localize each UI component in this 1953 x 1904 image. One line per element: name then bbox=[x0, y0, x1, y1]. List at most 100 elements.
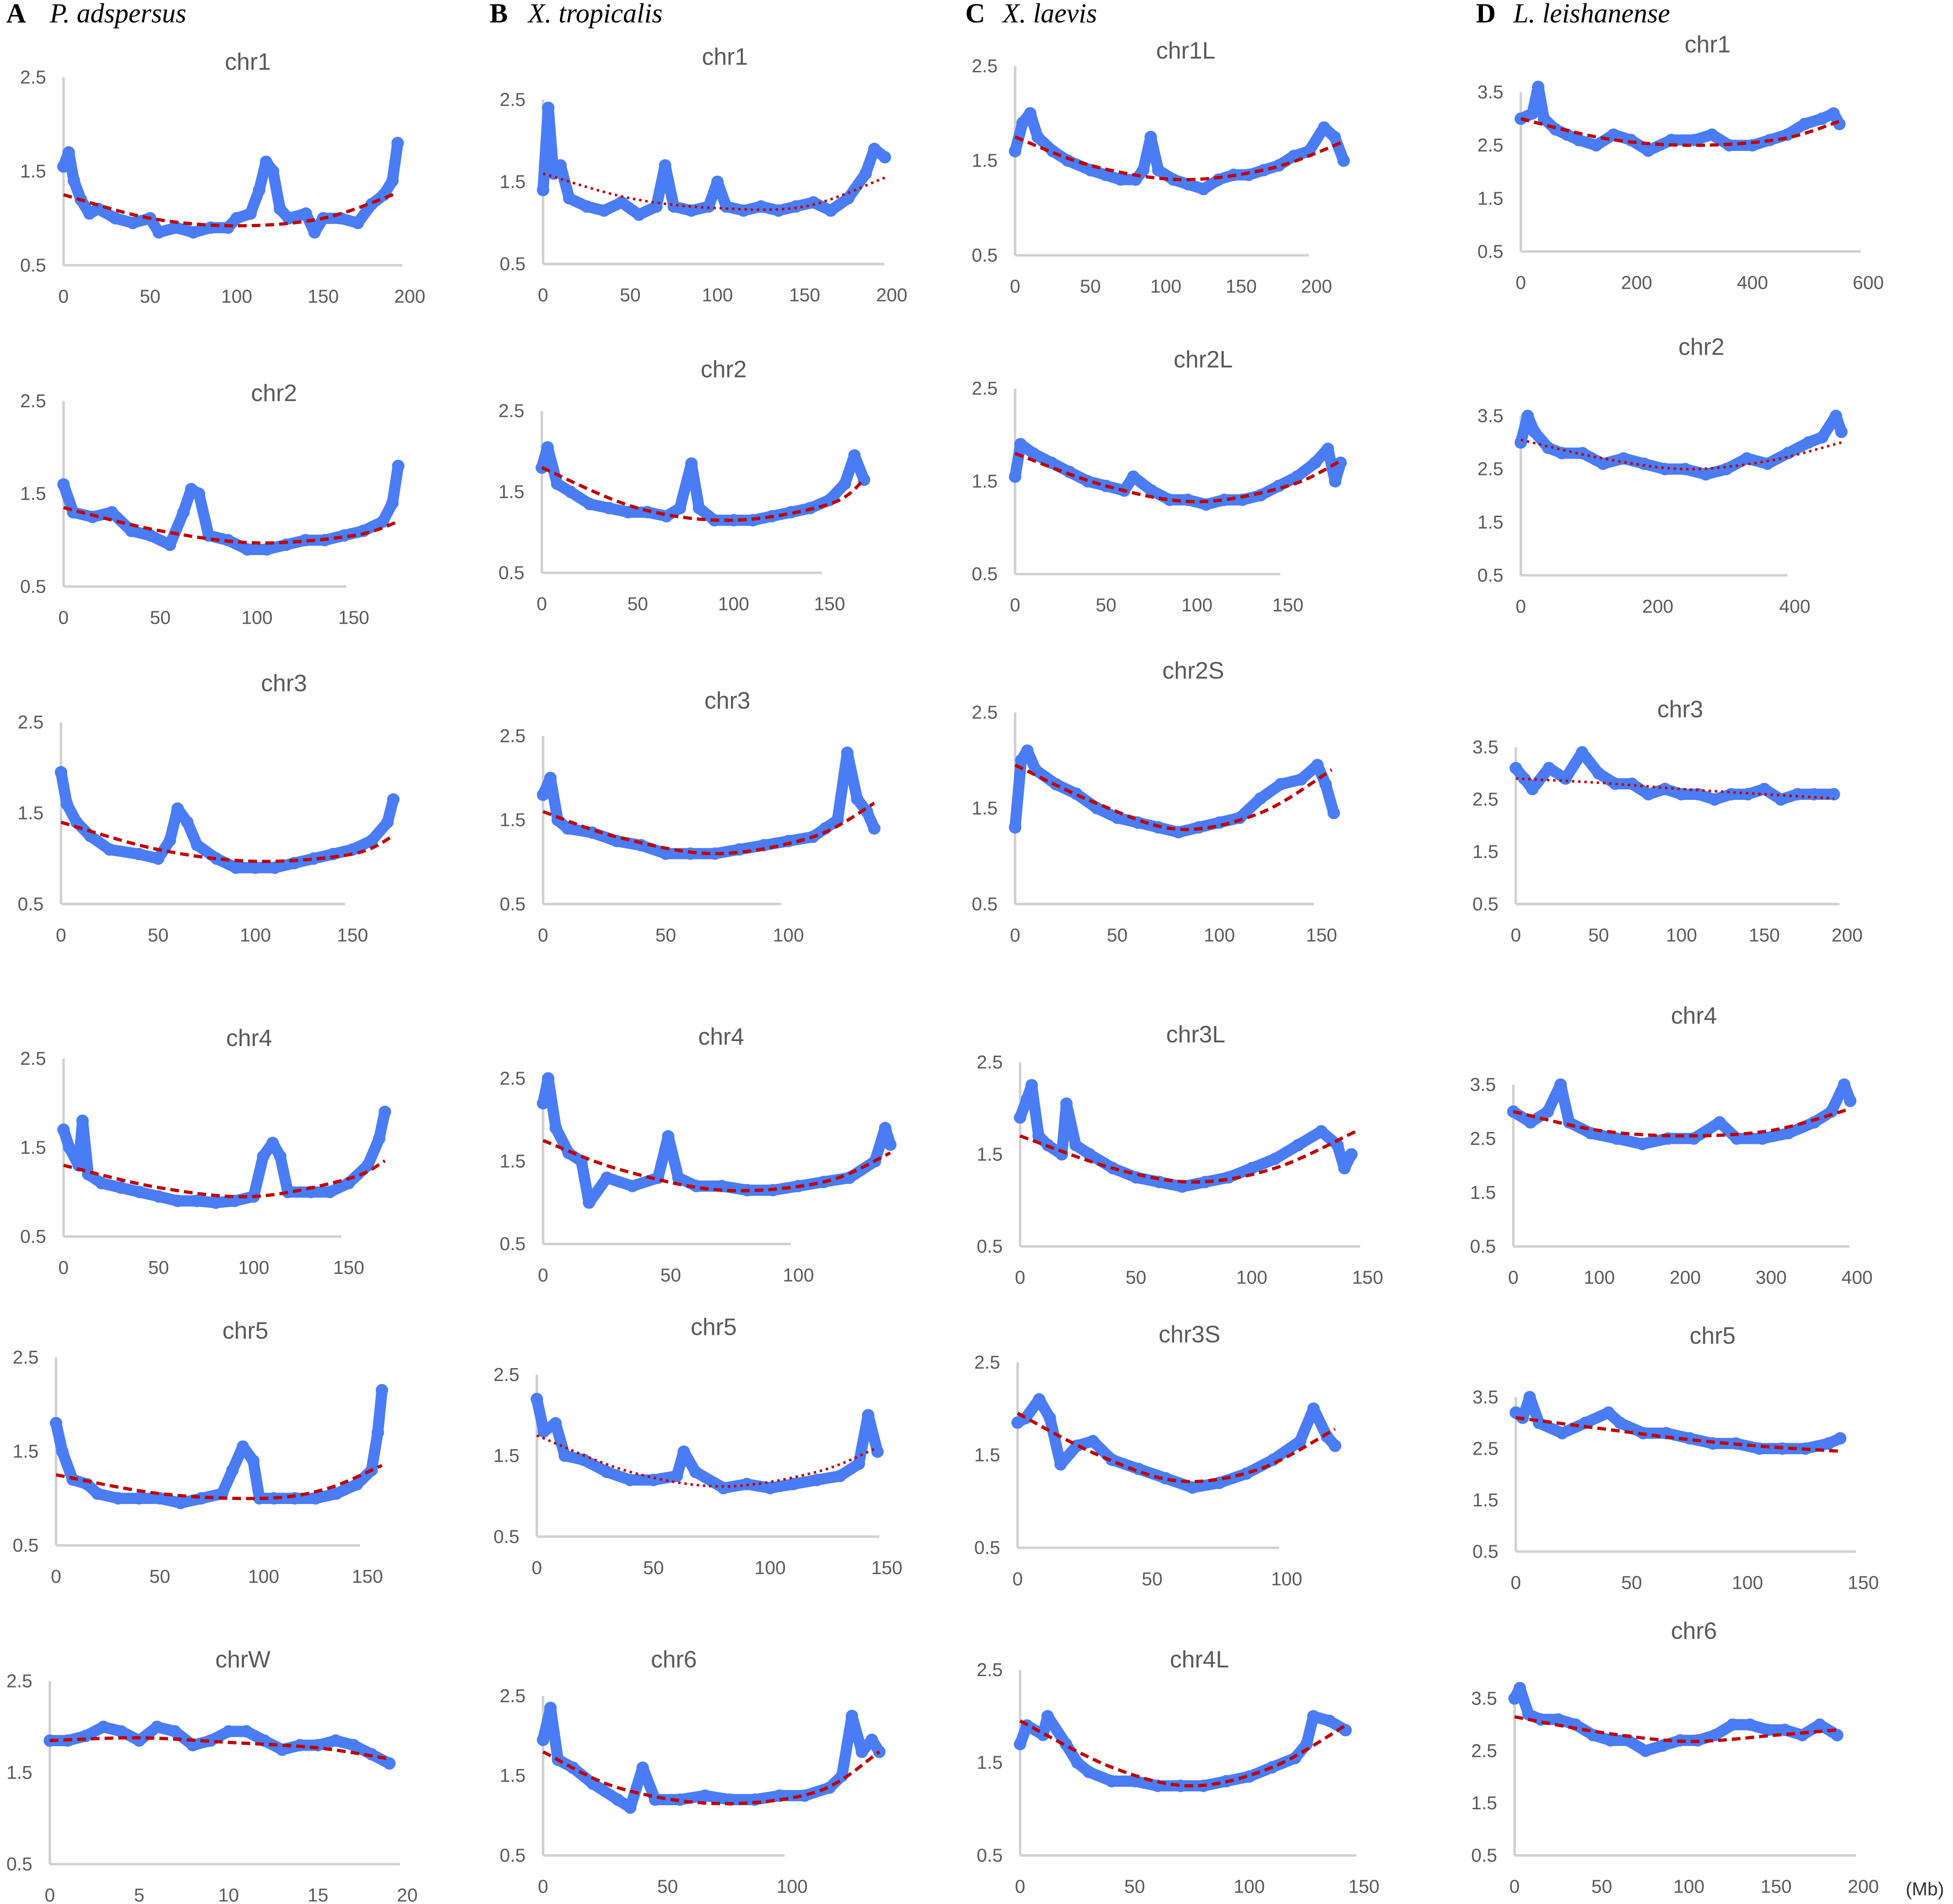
y-tick-label: 1.5 bbox=[1472, 1489, 1499, 1510]
data-point bbox=[852, 1457, 865, 1470]
data-point bbox=[622, 506, 634, 518]
panel-letter: A bbox=[6, 0, 26, 28]
data-point bbox=[1327, 807, 1340, 820]
column-header-c: C X. laevis bbox=[965, 0, 1097, 28]
data-point bbox=[244, 207, 257, 220]
data-point bbox=[1009, 145, 1022, 158]
x-tick-label: 0 bbox=[538, 924, 548, 945]
data-point bbox=[1782, 1127, 1795, 1140]
data-point bbox=[1561, 128, 1574, 141]
x-tick-label: 400 bbox=[1779, 596, 1810, 617]
x-tick-label: 0 bbox=[1508, 1267, 1519, 1288]
x-tick-label: 100 bbox=[1271, 1568, 1302, 1589]
data-point bbox=[308, 226, 321, 239]
data-point bbox=[1181, 493, 1194, 507]
data-point bbox=[381, 816, 394, 829]
data-point bbox=[689, 1466, 702, 1478]
y-tick-label: 1.5 bbox=[18, 803, 44, 824]
x-tick-label: 400 bbox=[1841, 1267, 1872, 1288]
data-point bbox=[1607, 128, 1620, 141]
data-point bbox=[170, 221, 183, 234]
trend-line bbox=[63, 1159, 386, 1198]
data-point bbox=[60, 798, 73, 810]
data-point bbox=[133, 1492, 146, 1505]
chart-title: chr3S bbox=[1158, 1321, 1220, 1348]
panel-letter: C bbox=[965, 0, 985, 28]
x-tick-label: 300 bbox=[1756, 1267, 1787, 1288]
data-point bbox=[365, 834, 379, 847]
x-tick-label: 150 bbox=[352, 1566, 383, 1587]
data-point bbox=[1692, 788, 1704, 801]
data-point bbox=[266, 165, 280, 178]
y-tick-label: 1.5 bbox=[977, 1143, 1003, 1165]
chart-title: chr5 bbox=[222, 1317, 269, 1343]
data-point bbox=[376, 515, 389, 528]
data-point bbox=[577, 1453, 590, 1466]
y-tick-label: 2.5 bbox=[500, 1068, 526, 1089]
data-point bbox=[717, 1482, 730, 1494]
x-tick-label: 150 bbox=[1848, 1572, 1879, 1593]
data-point bbox=[672, 1171, 685, 1184]
data-point bbox=[1642, 788, 1655, 801]
data-point bbox=[1031, 130, 1044, 144]
data-point bbox=[626, 1180, 639, 1192]
data-point bbox=[1554, 1078, 1567, 1091]
data-point bbox=[647, 1473, 660, 1486]
x-tick-label: 100 bbox=[1150, 276, 1181, 297]
data-point bbox=[1798, 118, 1811, 130]
x-tick-label: 0 bbox=[1515, 596, 1526, 617]
data-point bbox=[884, 1138, 897, 1151]
data-point bbox=[249, 861, 262, 874]
x-tick-label: 200 bbox=[1642, 596, 1673, 617]
y-tick-label: 3.5 bbox=[1477, 81, 1504, 102]
data-point bbox=[536, 1733, 550, 1746]
data-point bbox=[274, 202, 287, 216]
x-tick-label: 50 bbox=[1142, 1568, 1163, 1589]
chart-title: chr1L bbox=[1156, 37, 1215, 64]
data-series-band bbox=[1009, 745, 1340, 838]
data-point bbox=[392, 459, 405, 472]
x-tick-label: 150 bbox=[1348, 1876, 1380, 1897]
trend-line bbox=[1019, 1130, 1357, 1184]
chart-chr2: chr2 0 200 400 0.5 1.5 2.5 3.5 bbox=[1477, 334, 1848, 617]
data-point bbox=[1323, 1715, 1336, 1727]
data-point bbox=[1509, 761, 1522, 775]
x-tick-label: 100 bbox=[1236, 1267, 1267, 1288]
data-point bbox=[95, 1176, 108, 1190]
x-tick-label: 50 bbox=[1125, 1267, 1146, 1288]
chart-title: chr2L bbox=[1174, 346, 1233, 372]
x-tick-label: 100 bbox=[1233, 1876, 1265, 1897]
trend-line bbox=[536, 1434, 878, 1488]
data-point bbox=[1575, 746, 1589, 759]
data-point bbox=[1105, 1775, 1118, 1788]
data-point bbox=[711, 175, 724, 188]
data-point bbox=[1537, 112, 1550, 125]
y-tick-label: 0.5 bbox=[498, 562, 525, 583]
trend-line bbox=[542, 1139, 891, 1192]
column-header-b: B X. tropicalis bbox=[489, 0, 662, 28]
y-tick-label: 2.5 bbox=[500, 1685, 526, 1706]
data-point bbox=[241, 543, 254, 556]
data-point bbox=[624, 1801, 637, 1814]
y-tick-label: 1.5 bbox=[500, 1765, 526, 1786]
data-point bbox=[247, 1454, 260, 1467]
y-tick-label: 2.5 bbox=[1477, 135, 1504, 156]
x-tick-label: 0 bbox=[51, 1566, 61, 1587]
y-tick-label: 0.5 bbox=[1472, 893, 1499, 914]
data-point bbox=[1791, 788, 1804, 801]
data-point bbox=[1838, 1078, 1850, 1091]
data-point bbox=[1829, 410, 1842, 422]
data-point bbox=[1295, 773, 1308, 786]
data-point bbox=[1163, 493, 1176, 507]
y-tick-label: 1.5 bbox=[13, 1440, 39, 1462]
data-point bbox=[1318, 121, 1331, 134]
species-name: P. adspersus bbox=[49, 0, 186, 28]
data-point bbox=[274, 1150, 287, 1163]
data-point bbox=[346, 843, 359, 856]
data-point bbox=[1309, 456, 1322, 469]
x-tick-label: 0 bbox=[1015, 1267, 1025, 1288]
x-tick-label: 400 bbox=[1737, 272, 1768, 293]
y-tick-label: 1.5 bbox=[20, 483, 46, 504]
y-tick-label: 3.5 bbox=[1470, 1074, 1496, 1095]
x-tick-label: 150 bbox=[814, 593, 845, 615]
